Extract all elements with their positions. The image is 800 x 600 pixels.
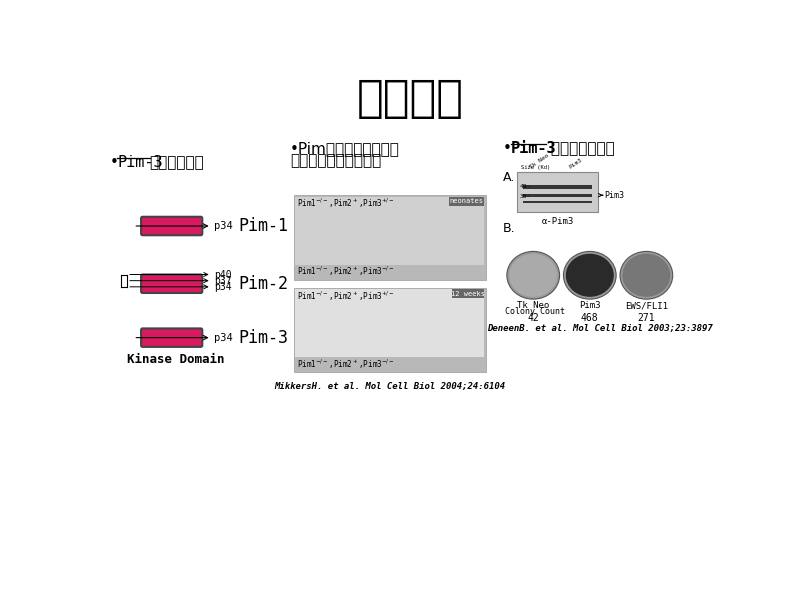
- Text: MikkersH. et al. Mol Cell Biol 2004;24:6104: MikkersH. et al. Mol Cell Biol 2004;24:6…: [274, 382, 506, 391]
- Text: Pim3: Pim3: [568, 157, 583, 170]
- Bar: [295, 289, 485, 357]
- Ellipse shape: [507, 251, 559, 299]
- Bar: [452, 289, 485, 298]
- Bar: [295, 197, 485, 265]
- Text: p37: p37: [214, 275, 231, 286]
- Text: 468: 468: [581, 313, 598, 323]
- Text: EWS/FLI1: EWS/FLI1: [625, 301, 668, 310]
- Text: 42: 42: [527, 313, 539, 323]
- Text: 271: 271: [638, 313, 655, 323]
- Text: B.: B.: [503, 222, 516, 235]
- FancyBboxPatch shape: [141, 328, 202, 347]
- Text: •Pim基因敲出的小鼠生: •Pim基因敲出的小鼠生: [290, 141, 400, 156]
- Text: Pim1$^{-/-}$,Pim2$^+$,Pim3$^{-/-}$: Pim1$^{-/-}$,Pim2$^+$,Pim3$^{-/-}$: [297, 265, 394, 278]
- Text: Colony Count: Colony Count: [506, 307, 566, 316]
- Text: Pim1$^{-/-}$,Pim2$^+$,Pim3$^{-/-}$: Pim1$^{-/-}$,Pim2$^+$,Pim3$^{-/-}$: [297, 358, 394, 371]
- Text: DeneenB. et al. Mol Cell Biol 2003;23:3897: DeneenB. et al. Mol Cell Biol 2003;23:38…: [487, 324, 713, 333]
- Text: 12 weeks: 12 weeks: [451, 291, 485, 297]
- Text: Pim3: Pim3: [605, 191, 625, 200]
- Text: 36-: 36-: [519, 194, 530, 199]
- Text: Pim-1: Pim-1: [238, 217, 288, 235]
- Text: •: •: [110, 155, 118, 170]
- Bar: [523, 200, 592, 203]
- Ellipse shape: [622, 254, 670, 297]
- Text: Pim3: Pim3: [579, 301, 601, 310]
- Text: Tk Neo: Tk Neo: [517, 301, 550, 310]
- Text: p34: p34: [214, 221, 233, 231]
- FancyBboxPatch shape: [141, 275, 202, 293]
- FancyBboxPatch shape: [141, 217, 202, 235]
- Ellipse shape: [566, 254, 614, 297]
- Text: Kinase Domain: Kinase Domain: [127, 353, 224, 366]
- Bar: [517, 172, 598, 212]
- Ellipse shape: [510, 254, 558, 297]
- Text: Pim1$^{-/-}$,Pim2$^+$,Pim3$^{+/-}$: Pim1$^{-/-}$,Pim2$^+$,Pim3$^{+/-}$: [297, 197, 394, 210]
- Bar: [523, 185, 592, 189]
- Text: 49-: 49-: [519, 184, 530, 189]
- Text: α-Pim3: α-Pim3: [542, 217, 574, 226]
- Text: p34: p34: [214, 332, 233, 343]
- Text: 是原癌基因。: 是原癌基因。: [150, 155, 204, 170]
- Text: p34: p34: [214, 282, 231, 292]
- Text: Pim-3: Pim-3: [117, 155, 162, 170]
- Bar: [449, 197, 485, 206]
- Bar: [523, 194, 592, 197]
- Text: A.: A.: [503, 170, 515, 184]
- Text: Tk Neo: Tk Neo: [529, 153, 550, 170]
- Text: Pim1$^{-/-}$,Pim2$^+$,Pim3$^{+/-}$: Pim1$^{-/-}$,Pim2$^+$,Pim3$^{+/-}$: [297, 289, 394, 302]
- Text: Size (Kd): Size (Kd): [521, 165, 550, 170]
- Bar: [294, 287, 486, 372]
- Text: p40: p40: [214, 269, 231, 280]
- Ellipse shape: [563, 251, 616, 299]
- Text: 与恶性转化相关: 与恶性转化相关: [546, 141, 614, 156]
- Bar: [294, 195, 486, 280]
- Text: 命力旺盛且可繁殖后代: 命力旺盛且可繁殖后代: [290, 153, 381, 168]
- Text: Pim-3: Pim-3: [510, 141, 556, 156]
- Text: Pim-3: Pim-3: [238, 329, 288, 347]
- Text: neonates: neonates: [450, 199, 483, 205]
- Text: 研究背景: 研究背景: [357, 77, 463, 121]
- Ellipse shape: [620, 251, 673, 299]
- Text: •: •: [503, 141, 512, 156]
- Text: Pim-2: Pim-2: [238, 275, 288, 293]
